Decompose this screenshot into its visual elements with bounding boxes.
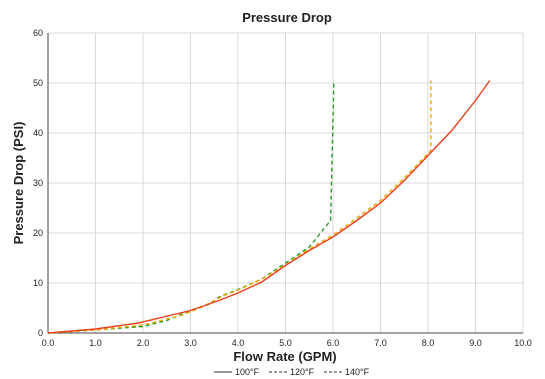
y-tick-label: 30 <box>33 178 43 188</box>
x-tick-label: 5.0 <box>279 338 292 348</box>
x-tick-label: 9.0 <box>469 338 482 348</box>
x-tick-label: 0.0 <box>42 338 55 348</box>
x-tick-label: 2.0 <box>137 338 150 348</box>
legend-label-1: 120°F <box>290 367 315 377</box>
y-tick-label: 60 <box>33 28 43 38</box>
x-tick-label: 7.0 <box>374 338 387 348</box>
x-tick-label: 1.0 <box>89 338 102 348</box>
x-tick-label: 10.0 <box>514 338 532 348</box>
y-tick-label: 10 <box>33 278 43 288</box>
series-line-1 <box>47 80 432 334</box>
y-tick-label: 0 <box>38 328 43 338</box>
legend: 100°F 120°F 140°F <box>214 367 370 377</box>
x-tick-label: 6.0 <box>327 338 340 348</box>
series <box>47 80 491 334</box>
legend-label-0: 100°F <box>235 367 260 377</box>
x-tick-label: 3.0 <box>184 338 197 348</box>
y-tick-label: 50 <box>33 78 43 88</box>
series-line-0 <box>47 80 491 334</box>
axes: 0.0 1.0 2.0 3.0 4.0 5.0 6.0 7.0 8.0 9.0 10.0 0 10 20 3… <box>33 28 532 348</box>
y-tick-label: 40 <box>33 128 43 138</box>
series-line-2 <box>47 80 335 334</box>
x-tick-label: 4.0 <box>232 338 245 348</box>
y-tick-label: 20 <box>33 228 43 238</box>
legend-label-2: 140°F <box>345 367 370 377</box>
chart-title: Pressure Drop <box>242 10 332 25</box>
grid <box>47 32 524 334</box>
x-tick-label: 8.0 <box>422 338 435 348</box>
x-axis-title: Flow Rate (GPM) <box>233 349 336 364</box>
y-axis-title: Pressure Drop (PSI) <box>11 122 26 245</box>
